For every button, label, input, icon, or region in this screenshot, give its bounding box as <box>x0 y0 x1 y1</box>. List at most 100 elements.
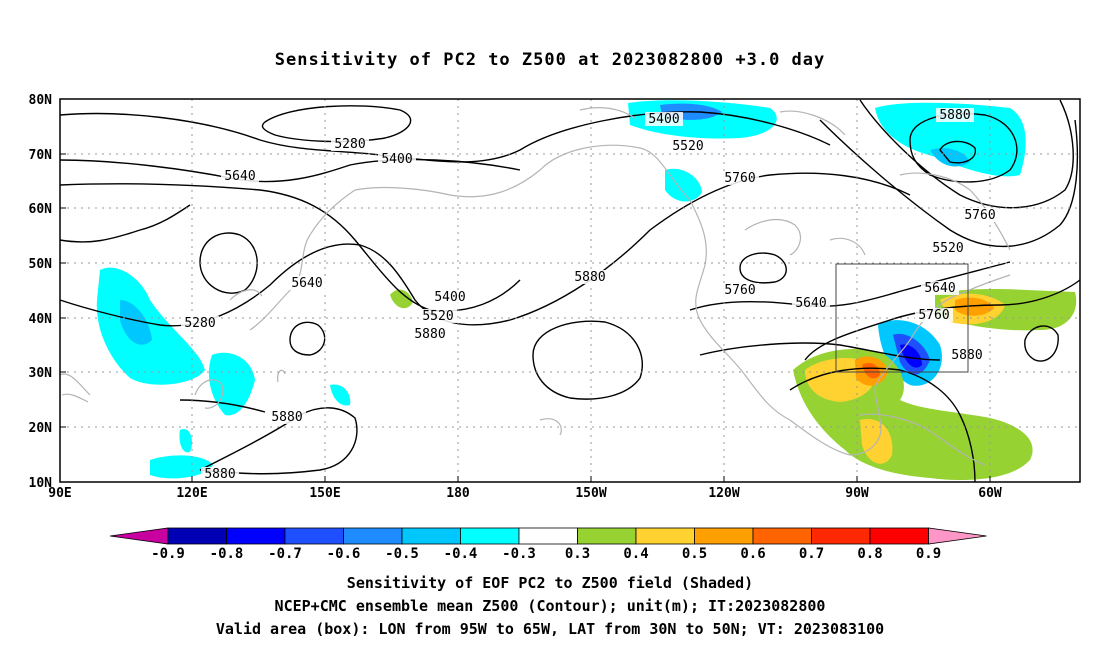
contour-label-bg <box>936 108 974 122</box>
coastlines <box>59 107 1011 466</box>
contour-label-bg <box>268 410 306 424</box>
shade-neg-patch <box>330 384 351 406</box>
colorbar-segment <box>811 527 871 545</box>
z500-contour-line <box>199 232 258 294</box>
colorbar-label: -0.4 <box>444 546 478 562</box>
caption-line-2: NCEP+CMC ensemble mean Z500 (Contour); u… <box>274 597 826 615</box>
z500-contour-line <box>59 111 831 163</box>
contour-label-bg <box>431 290 469 304</box>
shade-neg-patch <box>930 148 970 167</box>
lon-tick-label: 180 <box>446 486 470 501</box>
colorbar-label: 0.7 <box>799 546 824 562</box>
caption-line-3: Valid area (box): LON from 95W to 65W, L… <box>215 620 885 638</box>
contour-label: 5520 <box>932 241 963 256</box>
chart-title: Sensitivity of PC2 to Z500 at 2023082800… <box>274 50 826 70</box>
z500-contour-line <box>789 367 976 483</box>
colorbar-segment <box>167 527 227 545</box>
colorbar-segment <box>869 527 929 545</box>
shade-neg-patch <box>120 300 152 345</box>
z500-contour-line <box>859 99 1074 209</box>
contour-label: 5400 <box>648 112 679 127</box>
z500-contour-line <box>59 204 191 243</box>
coastline <box>879 274 1011 379</box>
coastline <box>194 379 224 409</box>
contour-label: 5280 <box>184 316 215 331</box>
colorbar-label: 0.6 <box>740 546 765 562</box>
lat-tick-label: 60N <box>29 202 53 217</box>
contour-label-bg <box>411 327 449 341</box>
colorbar-label: -0.8 <box>210 546 244 562</box>
lon-tick-label: 120E <box>176 486 207 501</box>
coastline <box>354 144 691 201</box>
contour-label-bg <box>721 283 759 297</box>
contour-label-bg <box>961 208 999 222</box>
coastline <box>539 418 562 436</box>
caption-line-1: Sensitivity of EOF PC2 to Z500 field (Sh… <box>346 574 754 592</box>
shade-neg-patch <box>150 455 213 479</box>
contour-label: 5640 <box>291 276 322 291</box>
z500-contour-line <box>289 321 326 356</box>
lon-tick-label: 90W <box>845 486 869 501</box>
colorbar-end-low <box>109 527 169 545</box>
contour-label-bg <box>792 296 830 310</box>
contour-label: 5400 <box>381 152 412 167</box>
contour-label: 5880 <box>271 410 302 425</box>
lat-tick-label: 80N <box>29 93 53 108</box>
colorbar-segment <box>694 527 754 545</box>
colorbar-end-high <box>928 527 987 545</box>
coastline <box>899 172 1011 251</box>
lon-tick-label: 150E <box>309 486 340 501</box>
z500-contour-line <box>699 342 941 361</box>
contour-label: 5760 <box>964 208 995 223</box>
contour-label: 5880 <box>939 108 970 123</box>
contour-label: 5760 <box>724 171 755 186</box>
z500-contour-line <box>532 320 644 400</box>
shade-neg-patch <box>875 102 1026 177</box>
colorbar-segment <box>460 527 520 545</box>
shade-neg-patch <box>208 352 255 416</box>
z500-contour-line <box>199 407 358 475</box>
contour-label-bg <box>419 309 457 323</box>
contour-label: 5520 <box>422 309 453 324</box>
coastline <box>59 373 91 403</box>
lat-tick-label: 20N <box>29 421 53 436</box>
contour-label-bg <box>331 137 369 151</box>
shade-neg-patch <box>179 429 192 453</box>
shade-pos-patch <box>862 363 880 379</box>
contour-label-bg <box>221 169 259 183</box>
contour-label: 5640 <box>795 296 826 311</box>
contour-label-bg <box>645 112 683 126</box>
contour-label: 5880 <box>951 348 982 363</box>
shade-pos-patch <box>860 419 893 464</box>
contour-label: 5520 <box>672 139 703 154</box>
z500-contour-line <box>739 252 787 284</box>
contour-label-bg <box>669 139 707 153</box>
lat-tick-label: 10N <box>29 476 53 491</box>
lon-tick-label: 150W <box>575 486 606 501</box>
colorbar-segment <box>284 527 344 545</box>
contour-label-bg <box>288 276 326 290</box>
coastline <box>229 289 263 301</box>
colorbar-segment <box>343 527 403 545</box>
colorbar-segment <box>518 527 578 545</box>
z500-contour-line <box>59 183 521 312</box>
colorbar-segment <box>577 527 637 545</box>
z500-contour-line <box>59 158 521 183</box>
contour-label: 5880 <box>204 467 235 482</box>
z500-contour-line <box>689 261 1011 311</box>
contour-label: 5640 <box>924 281 955 296</box>
lat-tick-label: 40N <box>29 312 53 327</box>
lat-tick-label: 30N <box>29 366 53 381</box>
colorbar-segment <box>635 527 695 545</box>
colorbar: -0.9 -0.8 -0.7 -0.6 -0.5 -0.4 -0.3 0.3 0.4 0.5 0.6… <box>109 527 987 562</box>
contour-label: 5400 <box>434 290 465 305</box>
z500-contour-line <box>1024 325 1059 362</box>
contour-label-bg <box>181 316 219 330</box>
contour-label-bg <box>201 467 239 481</box>
shade-neg-patch <box>665 168 702 202</box>
colorbar-segment <box>226 527 286 545</box>
contour-label-bg <box>929 241 967 255</box>
z500-contour-line <box>261 105 412 143</box>
